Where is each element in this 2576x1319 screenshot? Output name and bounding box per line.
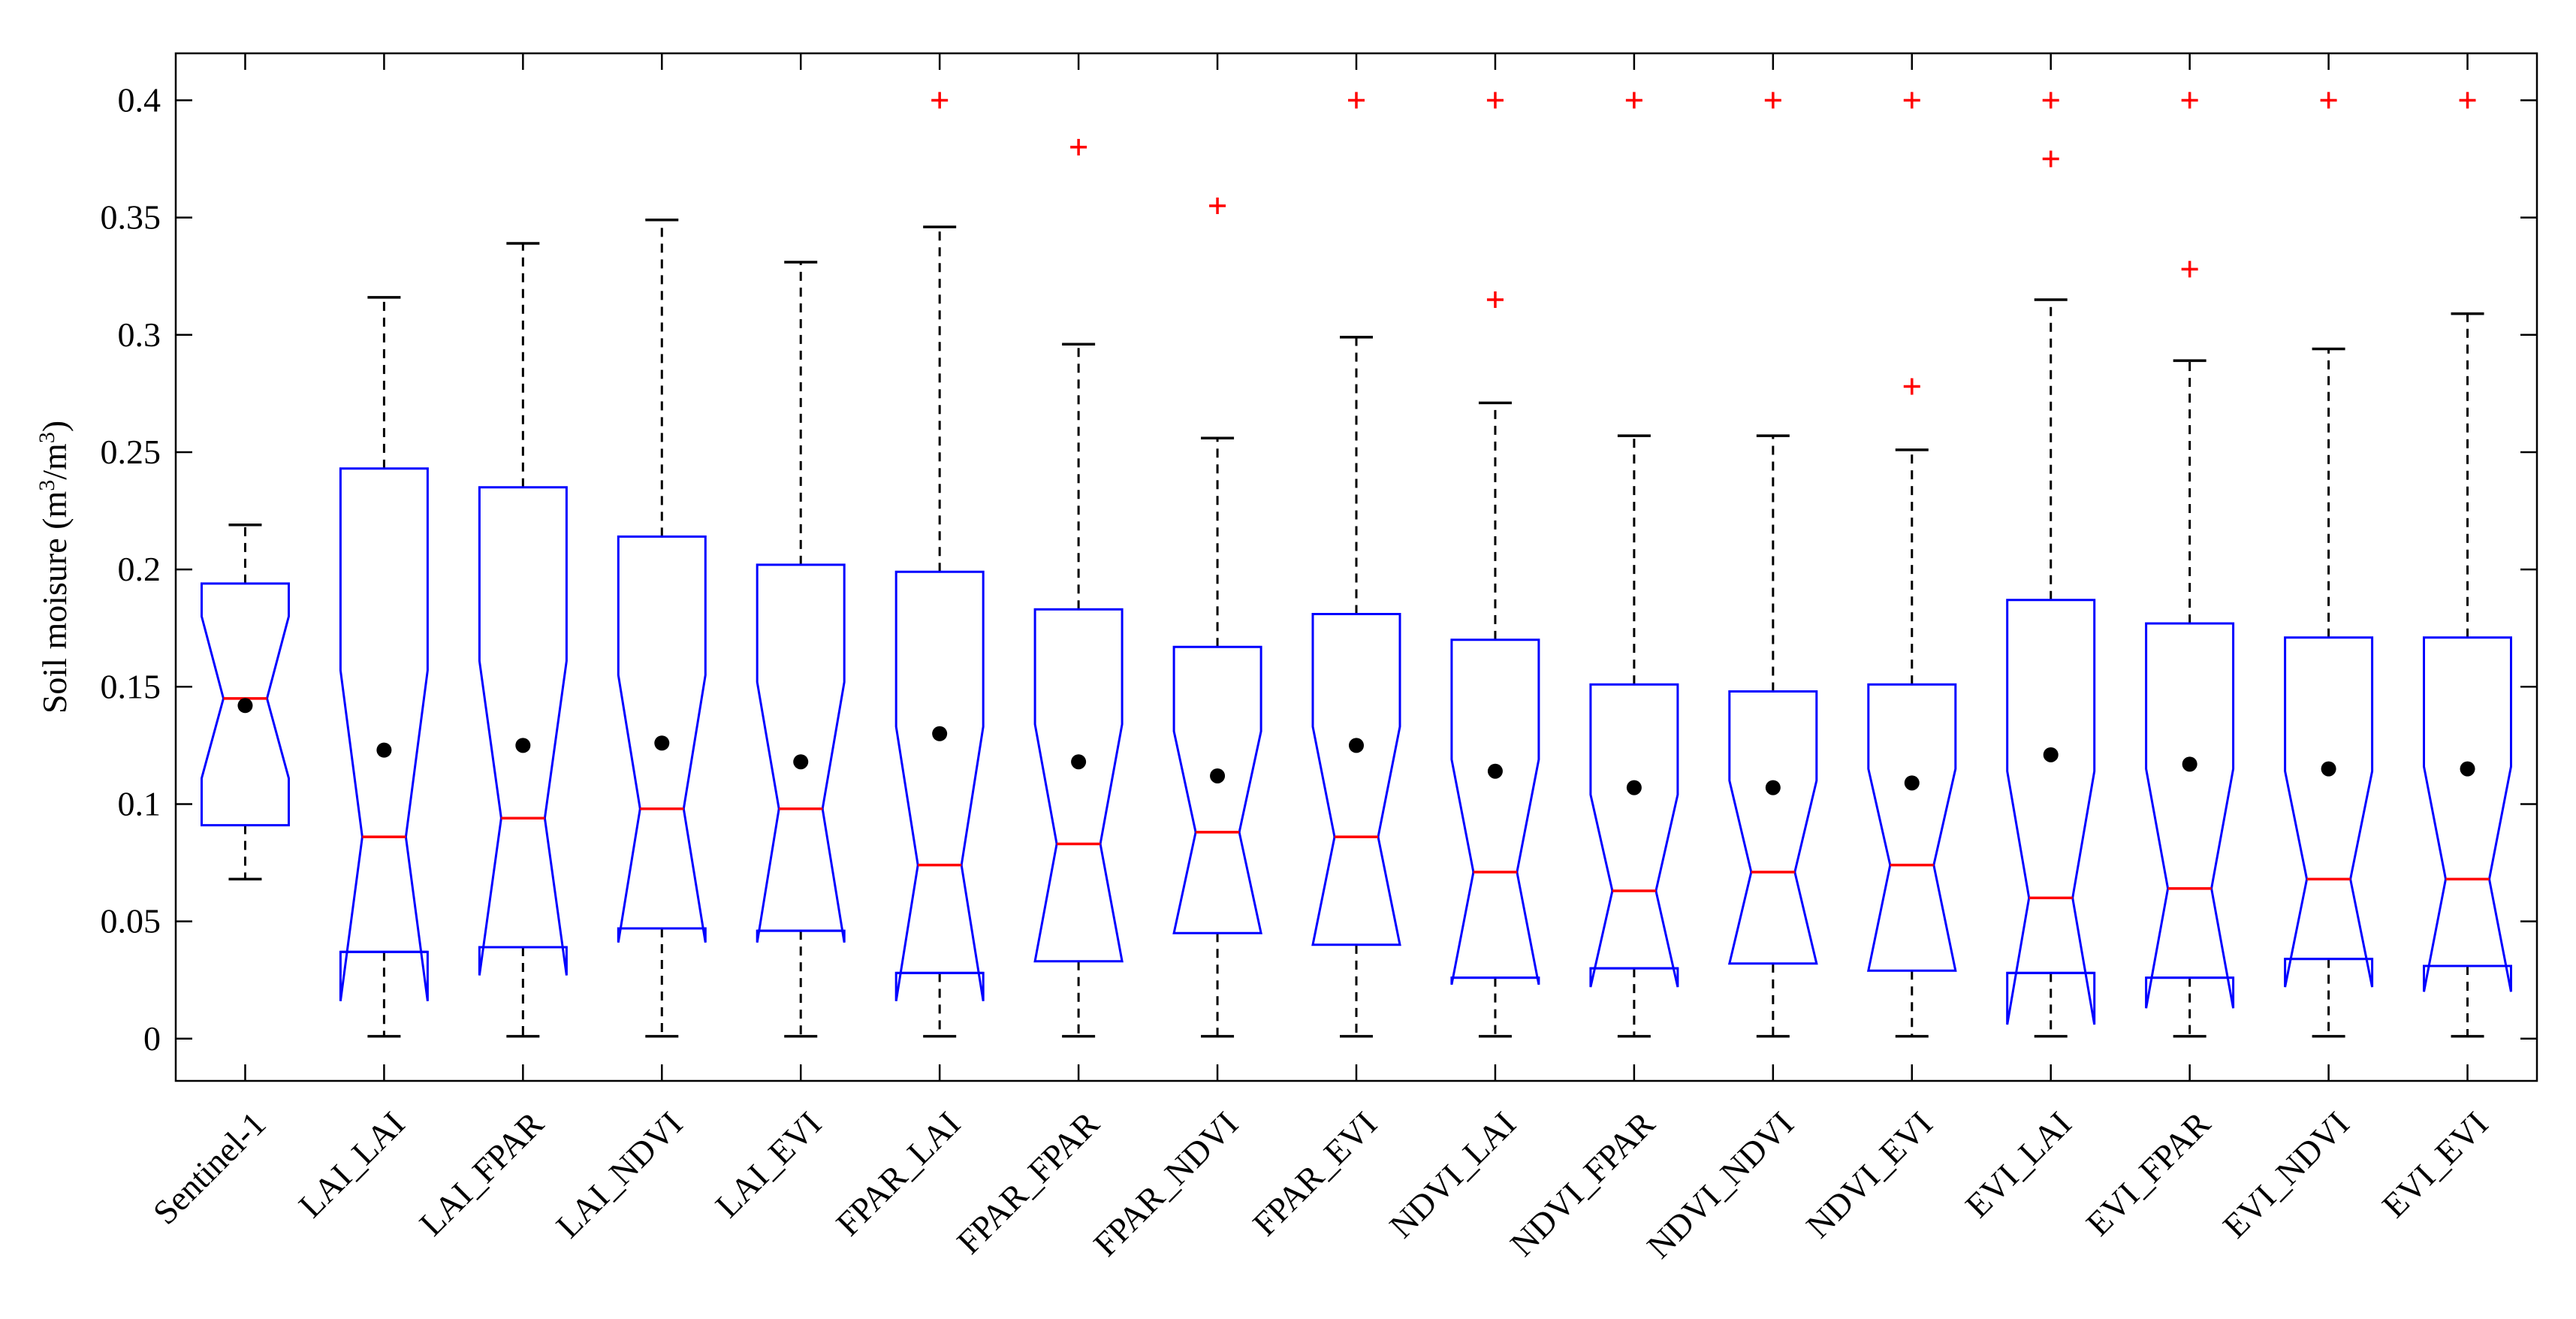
outlier-marker — [1486, 92, 1504, 109]
mean-marker — [932, 726, 948, 741]
outlier-marker — [2042, 92, 2059, 109]
box — [1033, 608, 1124, 963]
mean-marker — [1071, 754, 1087, 770]
outlier-marker — [1486, 291, 1504, 308]
box — [1727, 690, 1818, 965]
y-axis: 0 0.05 0.1 0.15 0.2 0.25 0.3 0.35 0.4 — [101, 80, 2537, 1058]
y-tick-label: 0.2 — [118, 550, 161, 588]
y-tick-label: 0.1 — [118, 784, 161, 822]
y-tick-label: 0.3 — [118, 315, 161, 354]
y-tick-label: 0.35 — [101, 198, 161, 237]
box — [1589, 683, 1679, 988]
mean-marker — [237, 698, 253, 714]
mean-marker — [793, 754, 809, 770]
mean-marker — [1487, 763, 1503, 779]
outlier-marker — [2459, 92, 2476, 109]
box — [201, 582, 290, 827]
mean-marker — [515, 738, 531, 753]
outlier-marker — [1070, 138, 1087, 155]
box — [1866, 683, 1957, 972]
mean-marker — [376, 742, 392, 758]
mean-marker — [1626, 780, 1642, 795]
y-axis-label: Soil moisure (m3/m3) — [35, 421, 74, 714]
mean-marker — [654, 735, 670, 751]
box — [1311, 613, 1401, 946]
plot-area — [201, 92, 2512, 1038]
outlier-marker — [1348, 92, 1365, 109]
box — [478, 486, 568, 976]
y-tick-label: 0.05 — [101, 902, 161, 940]
box — [894, 570, 985, 1002]
box — [1172, 645, 1262, 934]
outlier-marker — [1764, 92, 1781, 109]
outlier-marker — [931, 92, 949, 109]
mean-marker — [1765, 780, 1781, 795]
mean-marker — [1904, 775, 1920, 791]
mean-marker — [1210, 768, 1226, 783]
mean-marker — [2182, 756, 2197, 772]
box — [2284, 636, 2374, 988]
outlier-marker — [2181, 261, 2198, 278]
y-tick-label: 0.15 — [101, 667, 161, 705]
y-tick-label: 0.25 — [101, 433, 161, 471]
outlier-marker — [2320, 92, 2337, 109]
outlier-marker — [1625, 92, 1642, 109]
mean-marker — [1349, 738, 1364, 753]
outlier-marker — [1209, 198, 1226, 215]
outlier-marker — [1903, 92, 1920, 109]
outlier-marker — [2042, 150, 2059, 168]
outlier-marker — [1903, 378, 1920, 395]
y-tick-label: 0.4 — [118, 80, 161, 119]
box — [617, 535, 707, 943]
outlier-marker — [2181, 92, 2198, 109]
mean-marker — [2321, 761, 2336, 777]
y-tick-label: 0 — [143, 1019, 161, 1058]
mean-marker — [2043, 747, 2059, 762]
mean-marker — [2460, 761, 2475, 777]
